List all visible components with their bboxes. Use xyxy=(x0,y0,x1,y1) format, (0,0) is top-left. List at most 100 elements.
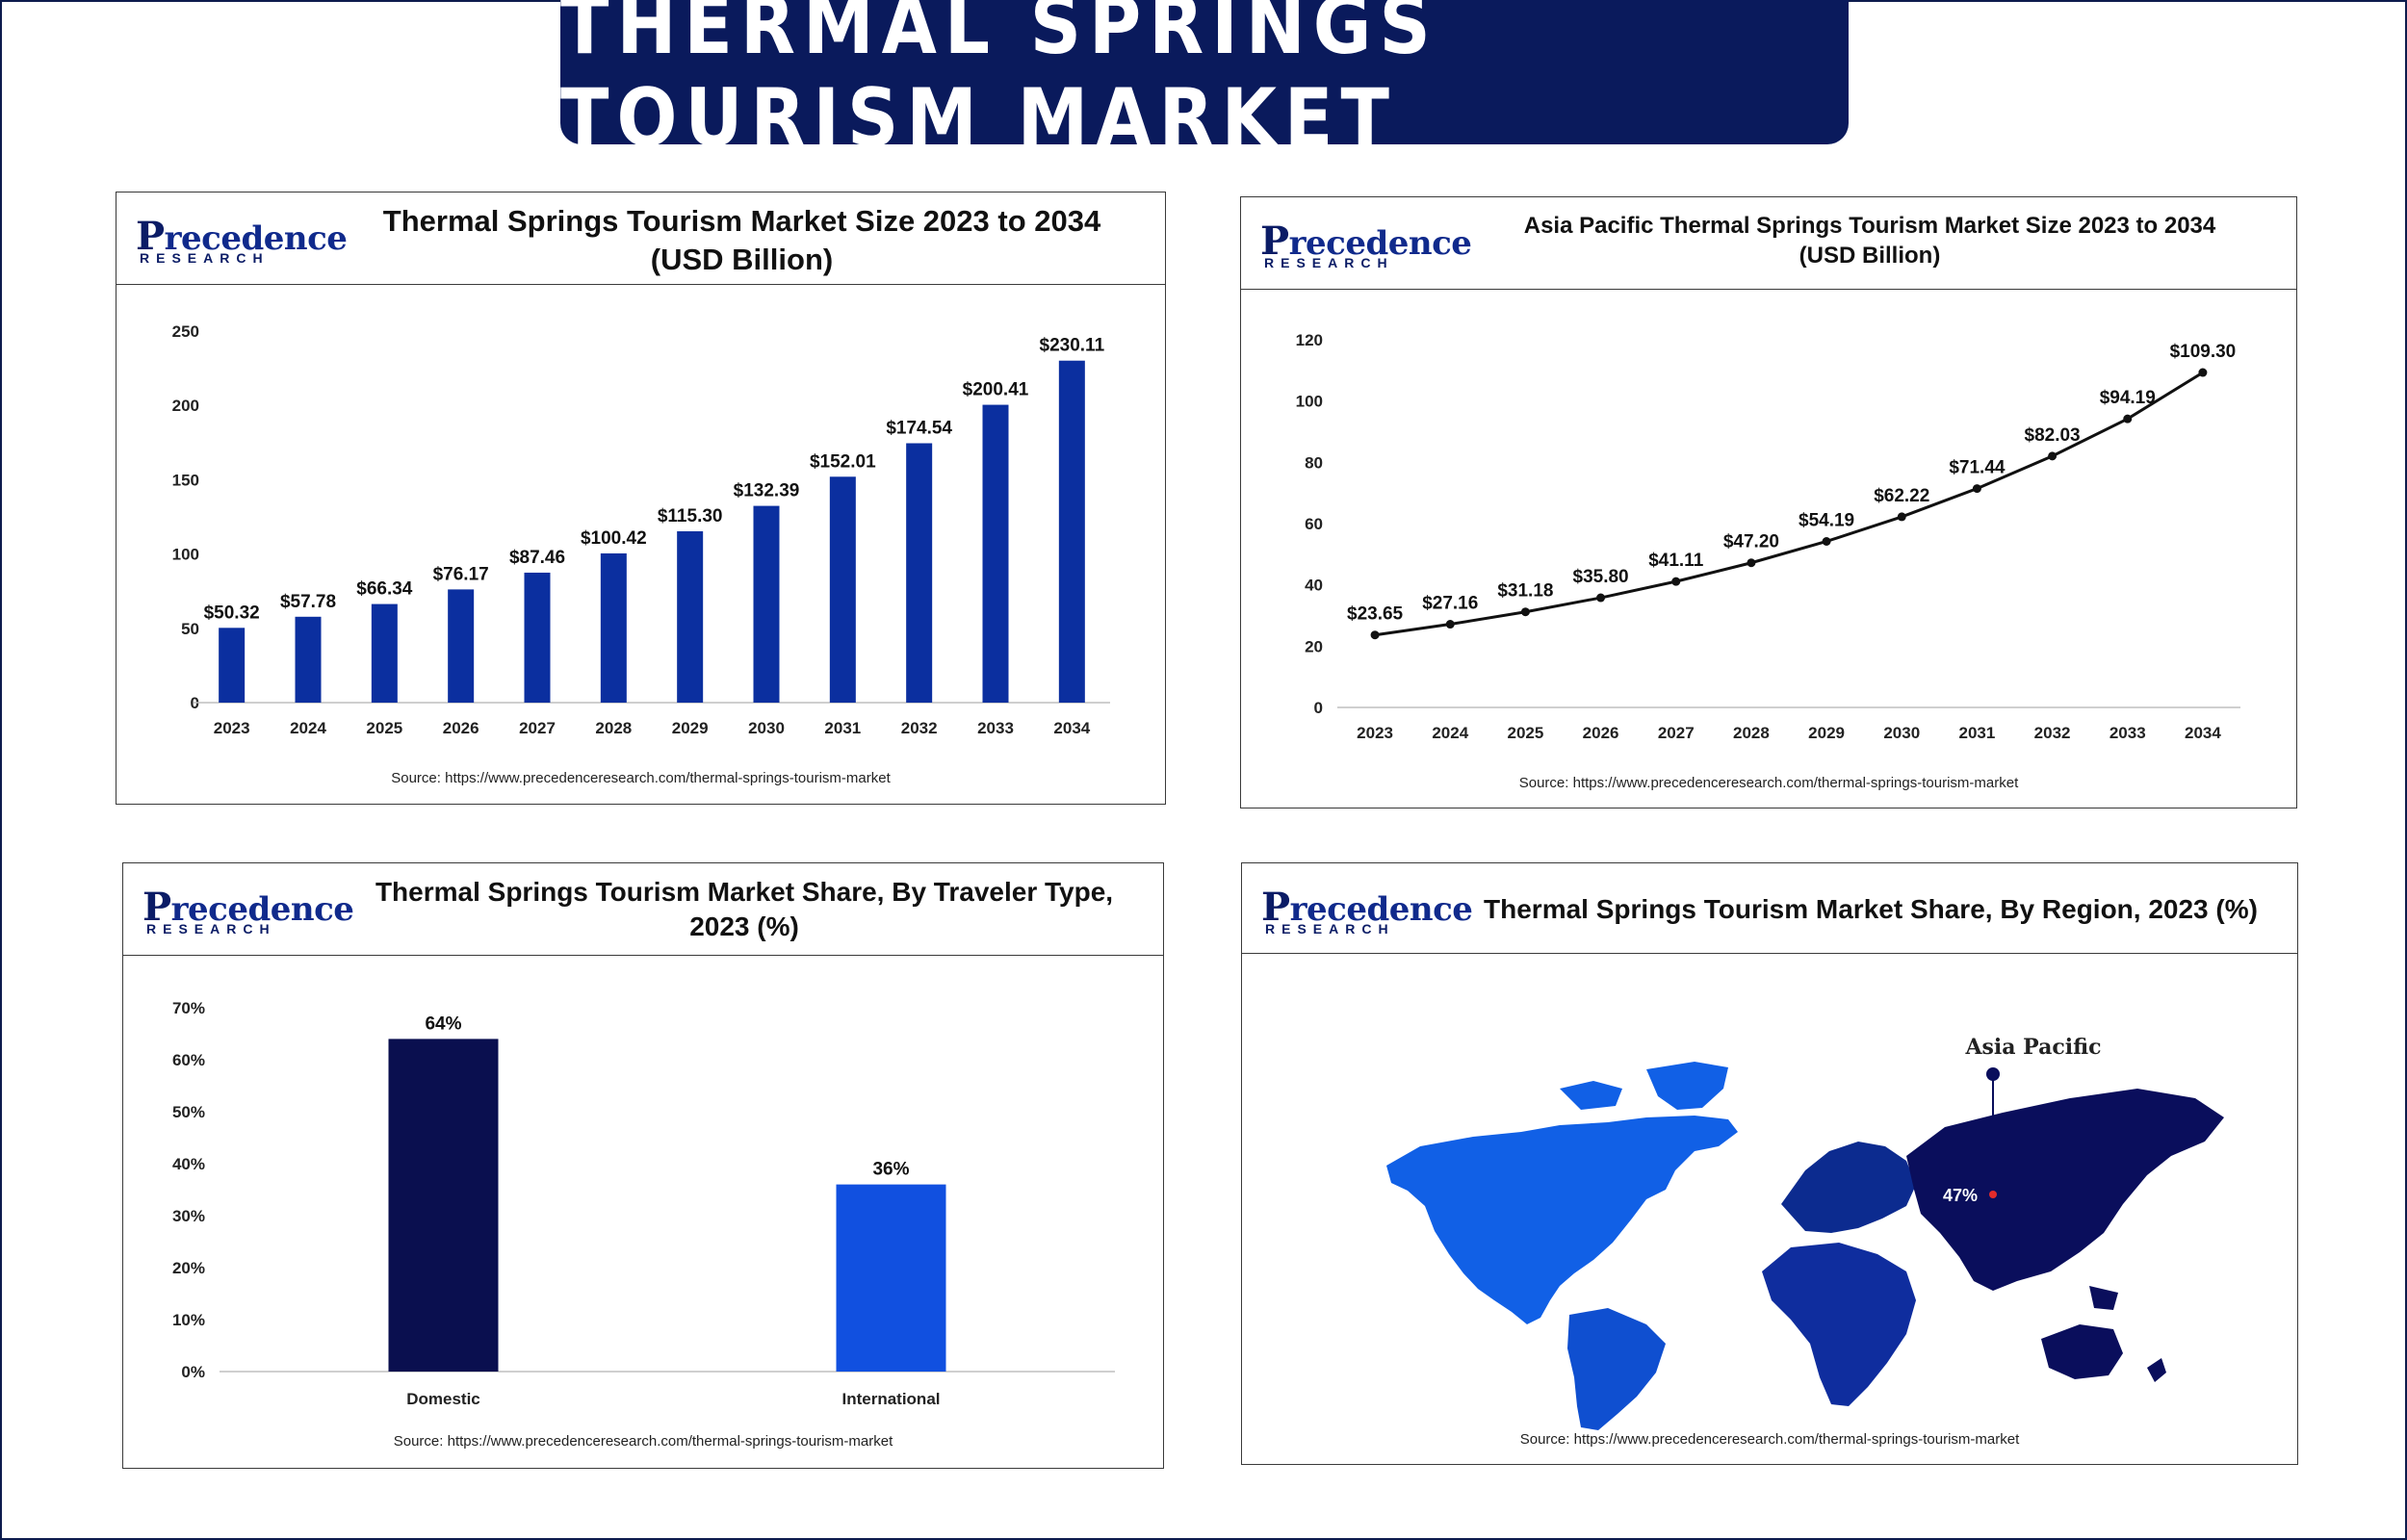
main-title: THERMAL SPRINGS TOURISM MARKET xyxy=(560,0,1438,166)
bar xyxy=(829,476,856,703)
y-tick-label: 0 xyxy=(1314,699,1323,717)
x-tick-label: 2029 xyxy=(672,719,709,737)
x-tick-label: 2023 xyxy=(1357,724,1393,742)
x-tick-label: 2032 xyxy=(901,719,938,737)
x-tick-label: 2030 xyxy=(748,719,785,737)
y-tick-label: 0% xyxy=(181,1363,205,1381)
precedence-logo: Precedence RESEARCH xyxy=(1260,218,1472,270)
data-label: $41.11 xyxy=(1648,551,1703,571)
y-tick-label: 70% xyxy=(172,999,205,1017)
data-point xyxy=(1747,558,1756,568)
data-label: $132.39 xyxy=(734,481,800,501)
precedence-logo: Precedence RESEARCH xyxy=(136,214,348,266)
x-tick-label: 2033 xyxy=(977,719,1014,737)
y-tick-label: 30% xyxy=(172,1207,205,1225)
data-label: $31.18 xyxy=(1497,581,1553,602)
north-america-region xyxy=(1386,1116,1738,1324)
data-point xyxy=(2123,414,2133,424)
source-note: Source: https://www.precedenceresearch.c… xyxy=(1518,775,2019,791)
panel-traveler-type: Precedence RESEARCH Thermal Springs Tour… xyxy=(122,862,1164,1469)
x-tick-label: 2026 xyxy=(1583,724,1619,742)
x-tick-label: 2030 xyxy=(1883,724,1920,742)
chart-title: Thermal Springs Tourism Market Share, By… xyxy=(375,877,1114,942)
panel-header: Precedence RESEARCH Thermal Springs Tour… xyxy=(116,192,1165,285)
data-point xyxy=(1596,593,1606,603)
greenland xyxy=(1646,1062,1728,1110)
chart-title: Thermal Springs Tourism Market Size 2023… xyxy=(382,204,1101,277)
bar-chart-traveler-type: 0% 10% 20% 30% 40% 50% 60% 70% 64% Domestic 36% Int… xyxy=(172,999,1115,1408)
y-tick-label: 50% xyxy=(172,1103,205,1121)
south-america-region xyxy=(1567,1308,1666,1430)
data-label: $71.44 xyxy=(1949,458,2006,478)
y-tick-label: 120 xyxy=(1296,331,1323,349)
y-tick-label: 100 xyxy=(172,546,199,564)
data-label: $57.78 xyxy=(280,592,336,612)
callout-pin xyxy=(1986,1067,2000,1081)
europe-region xyxy=(1781,1142,1916,1233)
data-label: $35.80 xyxy=(1573,567,1629,587)
x-tick-label: Domestic xyxy=(406,1390,480,1408)
bar xyxy=(219,628,246,703)
data-label: $94.19 xyxy=(2100,388,2156,408)
x-tick-label: 2023 xyxy=(214,719,250,737)
bar xyxy=(600,552,627,703)
bar xyxy=(836,1184,946,1372)
data-point xyxy=(2048,451,2058,461)
data-label: $47.20 xyxy=(1723,532,1779,552)
x-tick-label: 2034 xyxy=(2185,724,2221,742)
y-tick-label: 40% xyxy=(172,1155,205,1173)
data-point xyxy=(1520,607,1530,617)
y-tick-label: 250 xyxy=(172,322,199,341)
source-note: Source: https://www.precedenceresearch.c… xyxy=(1519,1431,2020,1448)
data-label: $174.54 xyxy=(886,419,952,439)
bar xyxy=(448,589,475,703)
y-tick-label: 20% xyxy=(172,1259,205,1277)
y-tick-label: 60 xyxy=(1305,515,1323,533)
bar xyxy=(753,505,780,703)
x-tick-label: International xyxy=(841,1390,940,1408)
x-tick-label: 2028 xyxy=(595,719,632,737)
x-tick-label: 2026 xyxy=(443,719,479,737)
y-tick-label: 20 xyxy=(1305,637,1323,655)
precedence-logo: Precedence RESEARCH xyxy=(142,885,354,937)
data-label: $200.41 xyxy=(963,380,1029,400)
panel-region-map: Precedence RESEARCH Thermal Springs Tour… xyxy=(1241,862,2298,1465)
data-label: $152.01 xyxy=(810,451,876,472)
series-line xyxy=(1374,371,2204,637)
data-point xyxy=(1671,577,1681,586)
data-label: $27.16 xyxy=(1422,594,1478,614)
panel-header: Precedence RESEARCH Asia Pacific Thermal… xyxy=(1241,197,2296,290)
y-tick-label: 10% xyxy=(172,1311,205,1329)
data-point xyxy=(1445,620,1455,629)
africa-region xyxy=(1762,1243,1916,1406)
x-tick-label: 2027 xyxy=(519,719,556,737)
data-point xyxy=(1370,630,1380,640)
data-label: $100.42 xyxy=(581,528,647,549)
y-tick-label: 40 xyxy=(1305,577,1323,595)
main-banner: THERMAL SPRINGS TOURISM MARKET xyxy=(560,0,1849,165)
data-label: 64% xyxy=(425,1014,461,1034)
data-label: $54.19 xyxy=(1799,510,1854,530)
data-label: $87.46 xyxy=(509,548,565,568)
australia-region xyxy=(2041,1324,2123,1379)
bar xyxy=(906,443,933,703)
y-tick-label: 60% xyxy=(172,1051,205,1069)
x-tick-label: 2032 xyxy=(2034,724,2071,742)
panel-header: Precedence RESEARCH Thermal Springs Tour… xyxy=(1242,863,2297,954)
panel-asia-pacific: Precedence RESEARCH Asia Pacific Thermal… xyxy=(1240,196,2297,808)
x-tick-label: 2025 xyxy=(366,719,402,737)
x-tick-label: 2033 xyxy=(2109,724,2146,742)
data-point xyxy=(1972,484,1981,494)
data-label: $230.11 xyxy=(1040,336,1105,356)
source-note: Source: https://www.precedenceresearch.c… xyxy=(391,770,891,786)
data-label: $50.32 xyxy=(204,603,260,623)
line-chart-asia-pacific: 0 20 40 60 80 100 120 $23.65 2023 $27.16 2024 $31.1… xyxy=(1296,331,2240,742)
data-label: $76.17 xyxy=(433,564,489,584)
data-label: $115.30 xyxy=(658,506,723,526)
x-tick-label: 2024 xyxy=(290,719,326,737)
bar xyxy=(1058,360,1085,703)
callout-point xyxy=(1989,1191,1997,1198)
panel-header: Precedence RESEARCH Thermal Springs Tour… xyxy=(123,863,1163,956)
data-point xyxy=(1822,536,1831,546)
y-tick-label: 80 xyxy=(1305,453,1323,472)
